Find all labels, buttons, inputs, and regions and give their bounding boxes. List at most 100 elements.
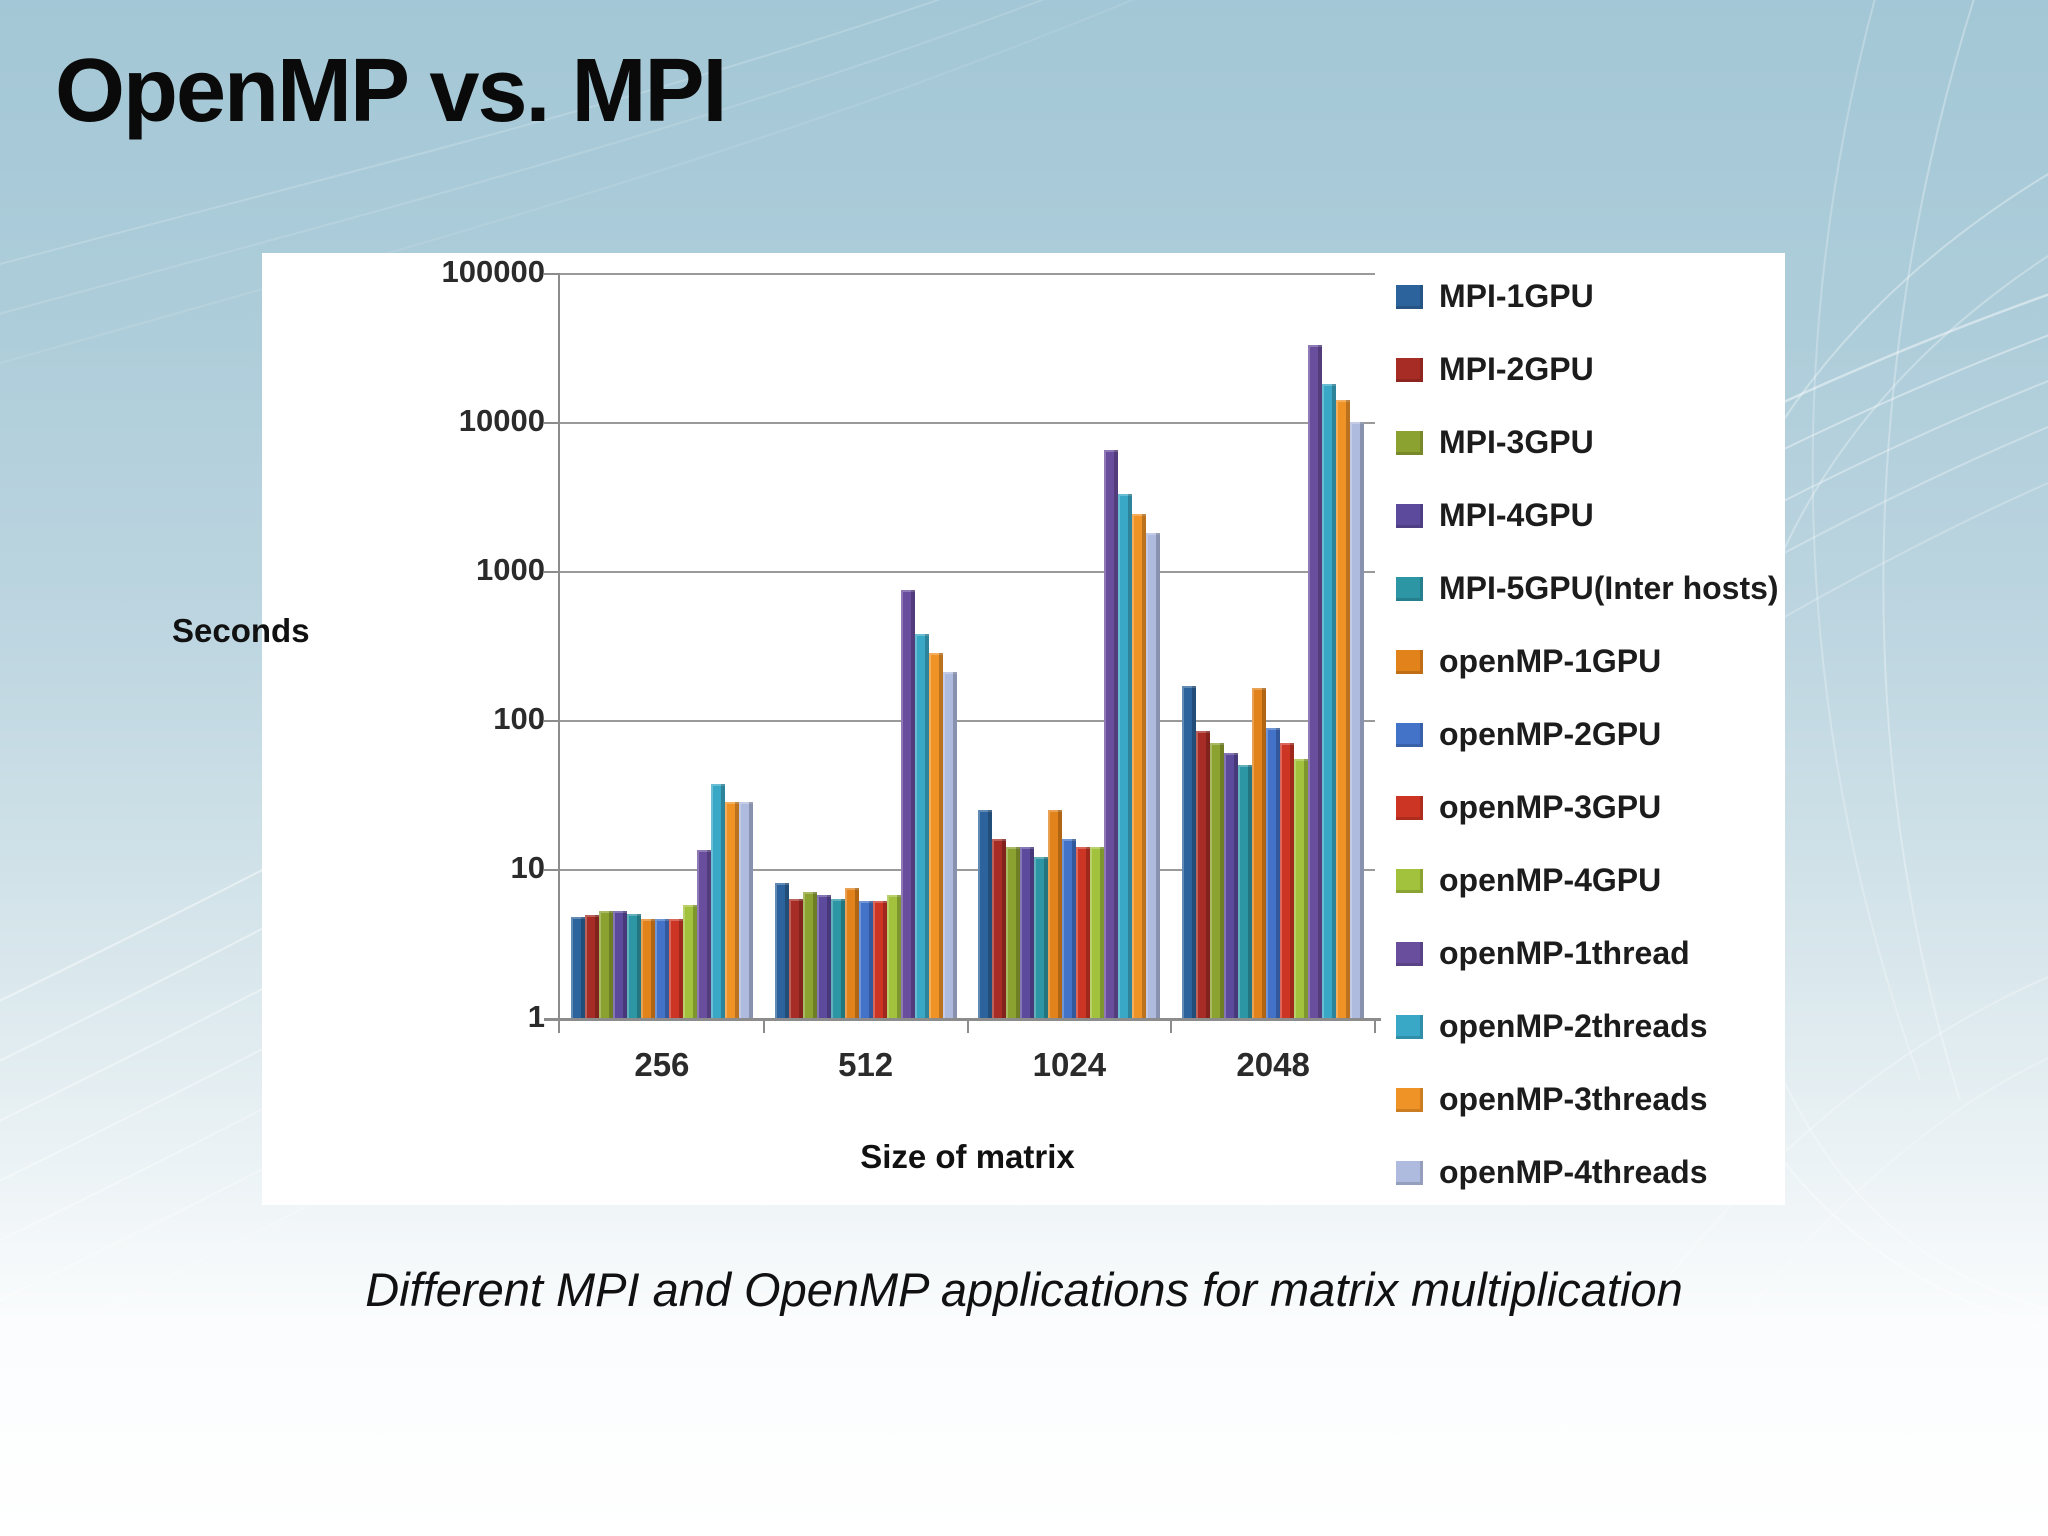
y-gridline <box>560 273 1375 275</box>
x-axis-tick <box>966 1021 969 1033</box>
legend-swatch-icon <box>1396 284 1423 309</box>
bar-openMP-4GPU-1024 <box>1090 847 1105 1018</box>
bar-MPI-3GPU-1024 <box>1006 847 1021 1018</box>
bar-openMP-2threads-1024 <box>1118 493 1133 1018</box>
bar-MPI-5GPU(Inter hosts)-256 <box>626 913 641 1018</box>
bar-openMP-3GPU-1024 <box>1076 847 1091 1018</box>
legend-item-MPI-2GPU: MPI-2GPU <box>1396 351 1594 388</box>
bar-MPI-2GPU-1024 <box>992 838 1007 1018</box>
bar-MPI-2GPU-512 <box>788 898 803 1018</box>
bar-MPI-2GPU-256 <box>584 915 599 1018</box>
legend-label: openMP-1thread <box>1439 935 1690 971</box>
legend-label: openMP-2GPU <box>1439 716 1662 752</box>
bar-MPI-3GPU-256 <box>598 911 613 1018</box>
legend-item-openMP-1thread: openMP-1thread <box>1396 935 1690 972</box>
y-tick-label: 100000 <box>441 254 545 289</box>
bar-openMP-1thread-512 <box>900 589 915 1018</box>
bar-openMP-3threads-2048 <box>1336 400 1351 1018</box>
legend-item-openMP-4threads: openMP-4threads <box>1396 1154 1707 1191</box>
bar-openMP-3threads-256 <box>724 802 739 1018</box>
legend-swatch-icon <box>1396 1014 1423 1039</box>
legend-label: MPI-1GPU <box>1439 278 1594 314</box>
bar-openMP-3GPU-256 <box>668 919 683 1018</box>
chart-panel <box>262 253 1785 1205</box>
x-axis-line <box>544 1018 1381 1021</box>
legend-item-openMP-3GPU: openMP-3GPU <box>1396 789 1661 826</box>
bar-openMP-2GPU-256 <box>654 919 669 1018</box>
x-axis-tick <box>762 1021 765 1033</box>
bar-MPI-5GPU(Inter hosts)-1024 <box>1034 857 1049 1018</box>
y-gridline <box>560 422 1375 424</box>
x-tick-label: 512 <box>838 1046 894 1083</box>
legend-swatch-icon <box>1396 1087 1423 1112</box>
legend-swatch-icon <box>1396 795 1423 820</box>
y-axis-tick <box>544 571 560 573</box>
legend-label: openMP-2threads <box>1439 1008 1708 1044</box>
x-tick-label: 2048 <box>1236 1046 1310 1083</box>
figure-caption: Different MPI and OpenMP applications fo… <box>365 1263 1683 1316</box>
bar-openMP-4GPU-512 <box>886 894 901 1018</box>
legend-swatch-icon <box>1396 868 1423 893</box>
bar-MPI-5GPU(Inter hosts)-512 <box>830 898 845 1018</box>
bar-group-512 <box>764 273 968 1018</box>
bar-MPI-1GPU-2048 <box>1182 685 1197 1018</box>
bar-openMP-4threads-256 <box>738 802 753 1018</box>
bar-MPI-2GPU-2048 <box>1196 730 1211 1018</box>
bar-openMP-3GPU-2048 <box>1280 743 1295 1018</box>
bar-openMP-1thread-1024 <box>1104 449 1119 1018</box>
legend-label: MPI-5GPU(Inter hosts) <box>1439 570 1779 606</box>
y-axis-title: Seconds <box>172 612 310 649</box>
legend-item-openMP-2threads: openMP-2threads <box>1396 1008 1707 1045</box>
bar-openMP-1GPU-512 <box>844 887 859 1018</box>
x-tick-label: 1024 <box>1032 1046 1107 1083</box>
bar-MPI-4GPU-1024 <box>1020 847 1035 1018</box>
legend-label: MPI-4GPU <box>1439 497 1594 533</box>
bar-openMP-1GPU-256 <box>640 919 655 1018</box>
y-tick-label: 100 <box>493 701 545 736</box>
bar-openMP-4threads-512 <box>942 672 957 1018</box>
legend-label: MPI-3GPU <box>1439 424 1594 460</box>
legend-swatch-icon <box>1396 357 1423 382</box>
bar-MPI-1GPU-1024 <box>978 809 993 1018</box>
bar-openMP-4threads-2048 <box>1350 422 1365 1018</box>
legend-item-MPI-5GPU(Inter hosts): MPI-5GPU(Inter hosts) <box>1396 570 1779 607</box>
bar-MPI-3GPU-512 <box>802 892 817 1018</box>
legend-label: openMP-1GPU <box>1439 643 1662 679</box>
legend-label: MPI-2GPU <box>1439 351 1594 387</box>
legend-swatch-icon <box>1396 722 1423 747</box>
legend-label: openMP-3GPU <box>1439 789 1662 825</box>
legend-swatch-icon <box>1396 576 1423 601</box>
legend-item-openMP-1GPU: openMP-1GPU <box>1396 643 1661 680</box>
x-tick-label: 256 <box>634 1046 690 1083</box>
legend-label: openMP-4GPU <box>1439 862 1662 898</box>
bar-MPI-3GPU-2048 <box>1210 743 1225 1018</box>
bar-openMP-2threads-256 <box>710 784 725 1018</box>
x-axis-tick <box>558 1021 560 1033</box>
legend-item-openMP-4GPU: openMP-4GPU <box>1396 862 1661 899</box>
bar-openMP-2GPU-1024 <box>1062 838 1077 1018</box>
x-axis-title: Size of matrix <box>860 1138 1075 1175</box>
bar-openMP-4threads-1024 <box>1146 532 1161 1018</box>
legend-item-MPI-4GPU: MPI-4GPU <box>1396 497 1594 534</box>
y-axis-tick <box>544 273 560 275</box>
bar-openMP-2GPU-512 <box>858 901 873 1018</box>
legend-item-MPI-3GPU: MPI-3GPU <box>1396 424 1594 461</box>
legend-item-openMP-2GPU: openMP-2GPU <box>1396 716 1661 753</box>
legend-label: openMP-3threads <box>1439 1081 1708 1117</box>
bar-MPI-4GPU-512 <box>816 894 831 1018</box>
bar-openMP-4GPU-2048 <box>1294 758 1309 1018</box>
y-tick-label: 1000 <box>476 552 545 587</box>
y-gridline <box>560 571 1375 573</box>
bar-MPI-4GPU-256 <box>612 911 627 1018</box>
bar-openMP-4GPU-256 <box>682 905 697 1018</box>
legend-swatch-icon <box>1396 430 1423 455</box>
y-tick-label: 1 <box>527 999 545 1034</box>
bar-MPI-4GPU-2048 <box>1224 753 1239 1018</box>
bar-openMP-2threads-512 <box>914 633 929 1018</box>
bar-openMP-3threads-1024 <box>1132 514 1147 1018</box>
bar-group-1024 <box>968 273 1172 1018</box>
bar-MPI-5GPU(Inter hosts)-2048 <box>1238 764 1253 1018</box>
y-axis-tick <box>544 720 560 722</box>
legend-swatch-icon <box>1396 503 1423 528</box>
